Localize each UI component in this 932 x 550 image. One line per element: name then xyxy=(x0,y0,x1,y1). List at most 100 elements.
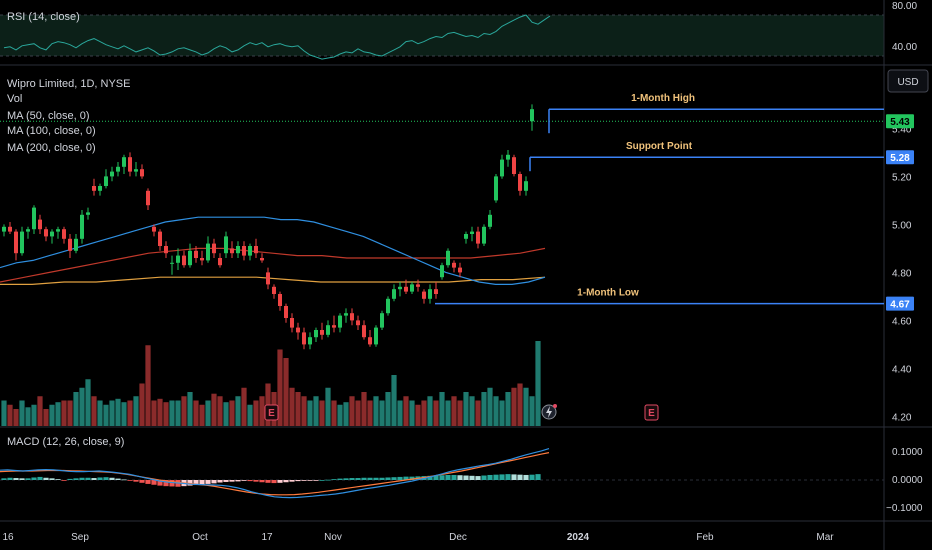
volume-bar xyxy=(253,400,259,426)
volume-bar xyxy=(511,387,517,426)
svg-text:E: E xyxy=(268,408,275,419)
macd-hist-bar xyxy=(1,478,7,480)
volume-bar xyxy=(289,387,295,426)
price-levels: 1-Month High Support Point 1-Month Low xyxy=(435,93,884,305)
macd-hist-bar xyxy=(505,474,511,480)
macd-hist-bar xyxy=(223,480,229,482)
macd-hist-bar xyxy=(523,474,529,480)
candle xyxy=(350,308,354,326)
macd-hist-bar xyxy=(265,480,271,483)
volume-bar xyxy=(457,400,463,426)
earnings-event-marker[interactable]: E xyxy=(264,404,279,421)
macd-hist-bar xyxy=(253,480,259,482)
macd-hist-bar xyxy=(427,475,433,480)
volume-bar xyxy=(187,392,193,426)
legend-ma50[interactable]: MA (50, close, 0) xyxy=(7,110,90,122)
volume-bar xyxy=(13,409,19,426)
price-tick-label: 5.20 xyxy=(892,172,912,183)
candle xyxy=(398,282,402,297)
volume-bar xyxy=(7,404,13,426)
earnings-event-marker[interactable]: E xyxy=(644,404,659,421)
macd-hist-bar xyxy=(343,478,349,480)
macd-hist-bar xyxy=(469,475,475,480)
candle xyxy=(332,315,336,333)
candle xyxy=(260,253,264,263)
candle xyxy=(140,164,144,179)
currency-button[interactable]: USD xyxy=(887,69,929,93)
volume-bar xyxy=(451,396,457,426)
volume-bar xyxy=(103,404,109,426)
macd-hist-bar xyxy=(259,480,265,483)
time-axis[interactable]: 16 Sep Oct 17 Nov Dec 2024 Feb Mar xyxy=(2,532,834,543)
low-price-tag: 4.67 xyxy=(886,296,914,311)
dividend-bolt-icon[interactable] xyxy=(541,404,557,420)
volume-bar xyxy=(199,404,205,426)
volume-bar xyxy=(373,396,379,426)
candle xyxy=(38,214,42,234)
candle xyxy=(212,238,216,258)
candle xyxy=(14,229,18,261)
volume-bars xyxy=(1,341,541,426)
candle xyxy=(308,332,312,350)
macd-hist-bar xyxy=(319,480,325,481)
macd-hist-bar xyxy=(403,476,409,480)
candle xyxy=(374,325,378,347)
volume-bar xyxy=(469,396,475,426)
volume-bar xyxy=(295,392,301,426)
volume-bar xyxy=(403,396,409,426)
candle xyxy=(248,243,252,261)
price-axis[interactable]: USD 5.40 5.20 5.00 4.80 4.60 4.40 4.20 5.43 5.… xyxy=(886,69,929,423)
macd-hist-bar xyxy=(517,474,523,480)
volume-bar xyxy=(331,400,337,426)
volume-bar xyxy=(319,400,325,426)
macd-hist-bar xyxy=(535,474,541,480)
legend-ma100[interactable]: MA (100, close, 0) xyxy=(7,125,96,137)
volume-bar xyxy=(421,400,427,426)
macd-hist-bar xyxy=(289,480,295,482)
candle xyxy=(512,154,516,177)
macd-hist-bar xyxy=(169,480,175,487)
macd-histogram xyxy=(1,474,541,487)
macd-hist-bar xyxy=(439,475,445,480)
candle xyxy=(146,188,150,210)
candle xyxy=(500,154,504,179)
volume-bar xyxy=(409,400,415,426)
macd-hist-bar xyxy=(247,480,253,482)
macd-hist-bar xyxy=(313,480,319,481)
candle xyxy=(236,241,240,258)
macd-hist-bar xyxy=(379,477,385,480)
legend-vol[interactable]: Vol xyxy=(7,93,22,105)
volume-bar xyxy=(67,400,73,426)
volume-bar xyxy=(157,398,163,426)
macd-tick: −0.1000 xyxy=(886,503,923,514)
candle xyxy=(446,248,450,268)
support-price-tag: 5.28 xyxy=(886,150,914,165)
candle xyxy=(296,322,300,340)
volume-bar xyxy=(109,400,115,426)
macd-hist-bar xyxy=(103,477,109,480)
macd-hist-bar xyxy=(397,476,403,480)
volume-bar xyxy=(283,358,289,426)
macd-label: MACD (12, 26, close, 9) xyxy=(7,436,124,448)
macd-hist-bar xyxy=(163,480,169,487)
macd-hist-bar xyxy=(7,477,13,480)
volume-bar xyxy=(205,400,211,426)
macd-hist-bar xyxy=(307,480,313,481)
legend-ma200[interactable]: MA (200, close, 0) xyxy=(7,142,96,154)
macd-hist-bar xyxy=(349,478,355,480)
macd-pane[interactable]: MACD (12, 26, close, 9) 0.1000 0.0000 −0… xyxy=(0,436,923,514)
macd-hist-bar xyxy=(19,478,25,480)
symbol-title[interactable]: Wipro Limited, 1D, NYSE xyxy=(7,78,130,90)
volume-bar xyxy=(229,400,235,426)
macd-hist-bar xyxy=(493,474,499,480)
candle xyxy=(434,282,438,299)
candle xyxy=(8,222,12,234)
candle xyxy=(422,289,426,304)
volume-bar xyxy=(175,400,181,426)
price-pane[interactable]: 1-Month High Support Point 1-Month Low W… xyxy=(0,78,884,426)
macd-hist-bar xyxy=(43,477,49,480)
volume-bar xyxy=(337,404,343,426)
candle xyxy=(530,104,534,131)
macd-hist-bar xyxy=(133,480,139,482)
